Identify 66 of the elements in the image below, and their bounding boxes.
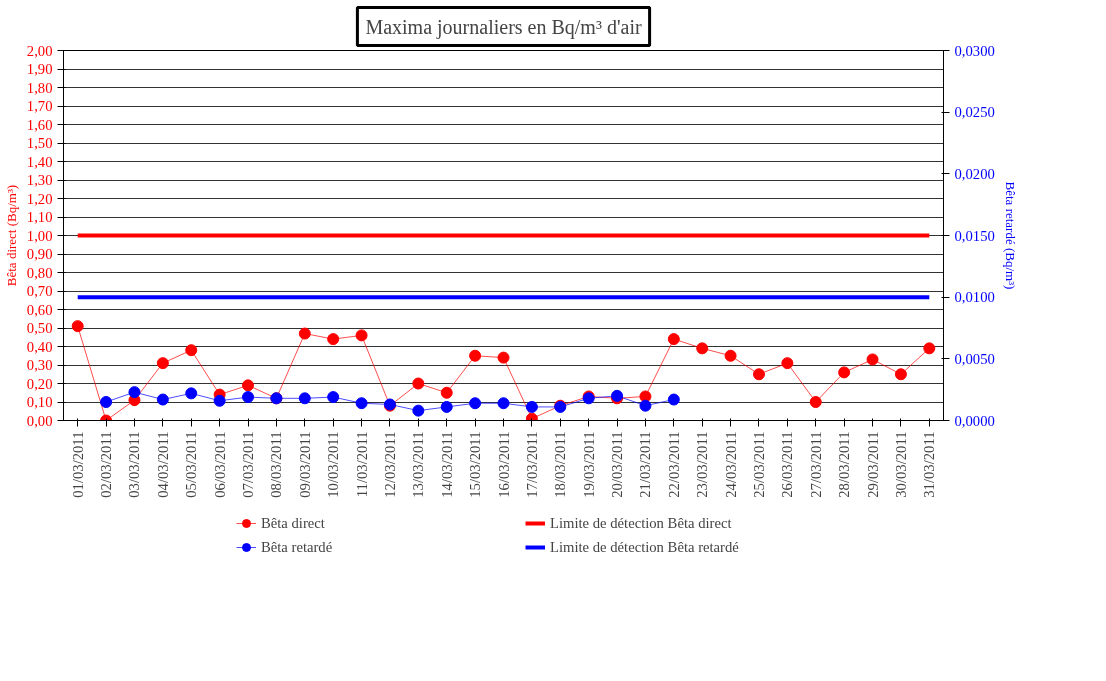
legend-label: Limite de détection Bêta direct [550,514,733,532]
x-tick-label: 13/03/2011 [410,431,427,498]
x-tick-label: 18/03/2011 [552,431,569,498]
x-tick-label: 25/03/2011 [750,431,767,498]
x-tick-label: 05/03/2011 [183,431,200,498]
x-tick-label: 10/03/2011 [325,431,342,498]
y-tick-label: 0,70 [26,283,53,299]
y-tick-label: 1,60 [26,116,53,133]
x-tick-label: 11/03/2011 [353,431,370,498]
x-tick-label: 08/03/2011 [268,431,285,498]
x-tick-label: 03/03/2011 [126,431,143,498]
x-tick-label: 28/03/2011 [836,431,853,498]
x-tick-label: 06/03/2011 [211,431,228,498]
x-tick-label: 17/03/2011 [523,431,540,498]
y-tick-label: 1,10 [26,209,53,225]
y-tick-label: 1,30 [26,172,53,188]
y-tick-label: 1,70 [26,98,53,114]
y-tick-label: 1,50 [26,135,53,151]
y-tick-label: 0,40 [26,338,53,355]
y2-tick-label: 0,0000 [954,412,995,429]
y-tick-label: 2,00 [26,42,53,59]
y-tick-label: 0,50 [26,320,53,336]
legend-label: Bêta retardé [261,538,334,556]
x-tick-label: 09/03/2011 [296,431,313,498]
y-tick-label: 1,40 [26,153,53,170]
x-tick-label: 22/03/2011 [665,431,682,498]
x-tick-label: 20/03/2011 [609,431,626,498]
x-tick-label: 07/03/2011 [240,431,257,498]
x-tick-label: 12/03/2011 [381,431,398,498]
x-tick-label: 30/03/2011 [892,431,909,498]
y2-tick-label: 0,0100 [954,289,995,306]
y2-tick-label: 0,0300 [954,42,995,59]
y-tick-label: 0,10 [26,394,53,410]
x-tick-label: 21/03/2011 [637,431,654,498]
y2-axis-title: Bêta retardé (Bq/m³) [1002,181,1018,290]
y2-tick-label: 0,0050 [954,350,995,367]
x-tick-label: 02/03/2011 [98,431,115,498]
legend-label: Bêta direct [261,514,326,532]
x-tick-label: 23/03/2011 [694,431,711,498]
y-tick-label: 1,20 [26,190,53,207]
x-tick-label: 24/03/2011 [722,431,739,498]
legend-label: Limite de détection Bêta retardé [550,538,740,556]
y-tick-label: 0,30 [26,357,53,373]
x-tick-label: 27/03/2011 [807,431,824,498]
x-tick-label: 26/03/2011 [779,431,796,498]
y2-tick-label: 0,0150 [954,227,995,244]
x-tick-label: 14/03/2011 [438,431,455,498]
y-tick-label: 1,80 [26,79,53,96]
x-tick-label: 04/03/2011 [154,431,171,498]
y2-tick-label: 0,0250 [954,104,995,121]
chart-title: Maxima journaliers en Bq/m³ d'air [365,15,642,39]
y2-tick-label: 0,0200 [954,165,995,182]
y-tick-label: 0,80 [26,264,53,281]
y-tick-label: 0,00 [26,412,53,429]
y-tick-label: 1,90 [26,61,53,77]
x-tick-label: 29/03/2011 [864,431,881,498]
y-tick-label: 0,20 [26,375,53,392]
x-tick-label: 31/03/2011 [921,431,938,498]
x-tick-label: 19/03/2011 [580,431,597,498]
y-tick-label: 0,60 [26,301,53,318]
x-tick-label: 01/03/2011 [69,431,86,498]
x-tick-label: 15/03/2011 [467,431,484,498]
y-tick-label: 1,00 [26,227,53,244]
y-tick-label: 0,90 [26,246,53,262]
x-tick-label: 16/03/2011 [495,431,512,498]
y-axis-title: Bêta direct (Bq/m³) [3,184,19,287]
